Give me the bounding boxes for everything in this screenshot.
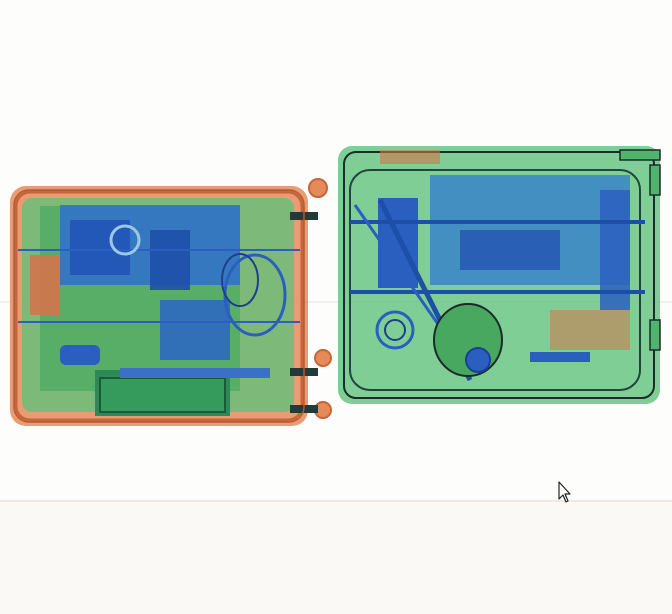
belt-lines [0, 301, 672, 614]
right-suitcase[interactable] [338, 146, 661, 404]
left-suitcase[interactable] [10, 178, 332, 426]
arrow-cursor-icon [558, 481, 571, 503]
